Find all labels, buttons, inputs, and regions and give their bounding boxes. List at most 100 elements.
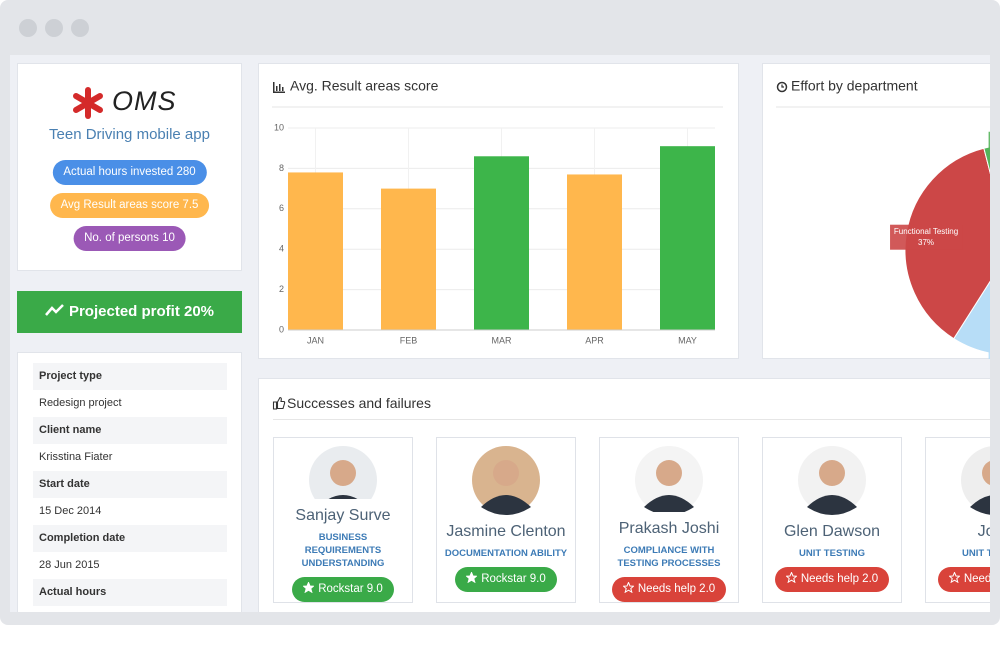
thumb-icon [272, 396, 286, 410]
person-badge: Rockstar 9.0 [455, 567, 557, 592]
person-card: Sanjay Surve BUSINESS REQUIREMENTS UNDERS… [273, 437, 413, 603]
bar-chart: Avg. Result areas score 0 2 4 6 8 10 JAN FEB MAR… [272, 78, 723, 345]
person-badge: Needs help 2.0 [774, 567, 890, 592]
y-tick-label: 6 [279, 203, 284, 213]
person-skill: BUSINESS REQUIREMENTS UNDERSTANDING [301, 532, 385, 569]
detail-label: Project type [33, 363, 227, 390]
avatar [798, 446, 866, 515]
bar-icon [273, 82, 285, 93]
x-tick-label: MAR [492, 335, 513, 345]
clock-hand [781, 84, 784, 88]
clock-icon [776, 81, 788, 93]
slice-value: 37% [918, 238, 934, 247]
avatar [309, 446, 377, 499]
bar [474, 156, 529, 330]
star [302, 581, 315, 594]
pie-chart: Effort by department UI Design14% Functio… [776, 78, 990, 359]
avatar [961, 446, 990, 515]
profit-banner: Projected profit 20% [17, 291, 242, 333]
star-icon [785, 571, 798, 584]
project-card: OMS Teen Driving mobile app Actual hours… [17, 63, 242, 271]
avatar-bg [961, 446, 990, 514]
badge-text: Rockstar 9.0 [481, 573, 546, 585]
person-card: John UNIT TESTING Needs help 2.0 [925, 437, 990, 603]
chart-title: Avg. Result areas score [290, 78, 439, 94]
person-name: Jasmine Clenton [446, 523, 566, 540]
label-box [988, 344, 990, 359]
avatar-body [328, 495, 358, 499]
person-card: Jasmine Clenton DOCUMENTATION ABILITY Rock… [436, 437, 576, 603]
avatar-body [970, 495, 990, 515]
bar [288, 172, 343, 330]
logo-icon [73, 87, 103, 119]
pie-slice [953, 280, 990, 354]
star [465, 571, 478, 584]
bar [567, 174, 622, 330]
stat-badge: Actual hours invested 280 [52, 160, 207, 185]
person-badge: Rockstar 9.0 [292, 577, 394, 602]
window-controls [19, 19, 89, 37]
chart-title: Effort by department [791, 78, 918, 94]
person-skill: UNIT TESTING [962, 548, 990, 559]
person-card: Prakash Joshi COMPLIANCE WITH TESTING PRO… [599, 437, 739, 603]
y-tick-label: 8 [279, 163, 284, 173]
x-tick-label: FEB [400, 335, 418, 345]
avatar [472, 446, 540, 515]
star [785, 571, 798, 584]
avatar-head [330, 460, 356, 486]
profit-text: Projected profit 20% [68, 303, 215, 320]
avatar-head [656, 460, 682, 486]
detail-value: 15 Dec 2014 [39, 505, 102, 517]
stat-badge: Avg Result areas score 7.5 [49, 193, 210, 218]
x-tick-label: JAN [307, 335, 324, 345]
star [948, 571, 961, 584]
person-badge: Needs help 2.0 [937, 567, 990, 592]
trend-icon [45, 304, 64, 316]
label-box [890, 224, 963, 250]
title-rule [273, 419, 990, 420]
avatar-head [982, 461, 990, 485]
pie-slice [983, 146, 990, 175]
detail-value: Redesign project [39, 397, 122, 409]
person-skill: COMPLIANCE WITH TESTING PROCESSES [617, 545, 721, 569]
star-icon [622, 581, 635, 594]
badge-text: Needs help 2.0 [637, 583, 716, 595]
slice-label: Functional Testing 37% [890, 224, 963, 250]
slice-label: Database4% [988, 131, 990, 157]
person-card: Glen Dawson UNIT TESTING Needs help 2.0 [762, 437, 902, 603]
avatar-body [481, 495, 531, 515]
detail-label: Client name [33, 417, 227, 444]
star [622, 581, 635, 594]
detail-label: Start date [33, 471, 227, 498]
detail-label: Completion date [33, 525, 227, 552]
badge-text: Needs help 2.0 [800, 573, 879, 585]
badge-text: Needs help 2.0 [963, 573, 990, 585]
details-card: Project type Redesign project Client name K… [17, 352, 242, 612]
person-name: Prakash Joshi [618, 520, 720, 537]
viewport: OMS Teen Driving mobile app Actual hours… [10, 55, 990, 612]
stat-badge: No. of persons 10 [73, 226, 186, 251]
avatar-head [493, 460, 519, 486]
label-box [988, 131, 990, 157]
star-icon [948, 571, 961, 584]
section-title: Successes and failures [287, 395, 431, 411]
detail-value: 28 Jun 2015 [39, 559, 100, 571]
detail-value: Krisstina Fiater [39, 451, 113, 463]
avatar [635, 446, 703, 512]
y-tick-label: 0 [279, 324, 284, 334]
slice-label: UI Design14% [988, 344, 990, 359]
person-name: John [977, 523, 990, 540]
person-badge: Needs help 2.0 [611, 577, 727, 602]
slice-name: Functional Testing [894, 227, 958, 236]
star-icon [465, 571, 478, 584]
bar [381, 188, 436, 330]
person-name: Sanjay Surve [295, 507, 391, 524]
badge-text: Rockstar 9.0 [318, 583, 383, 595]
person-skill: DOCUMENTATION ABILITY [444, 548, 568, 559]
project-name: Teen Driving mobile app [49, 126, 210, 143]
avatar-body [644, 495, 694, 512]
avatar-head [819, 460, 845, 486]
y-tick-label: 10 [274, 122, 284, 132]
x-tick-label: APR [585, 335, 604, 345]
